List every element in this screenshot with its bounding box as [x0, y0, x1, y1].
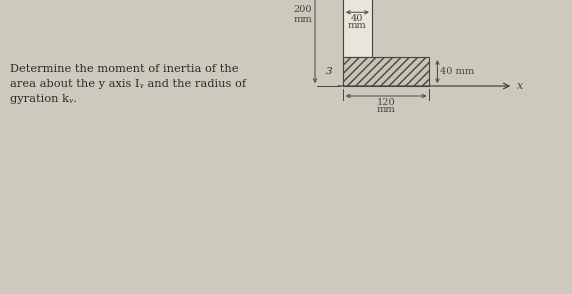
Text: mm: mm — [293, 14, 312, 24]
Text: 200: 200 — [293, 4, 312, 14]
Text: gyration kᵧ.: gyration kᵧ. — [10, 94, 77, 104]
Text: 40: 40 — [351, 14, 364, 23]
Text: area about the y axis Iᵧ and the radius of: area about the y axis Iᵧ and the radius … — [10, 79, 246, 89]
Text: Determine the moment of inertia of the: Determine the moment of inertia of the — [10, 64, 239, 74]
Text: 120: 120 — [377, 98, 395, 107]
Bar — [343, 57, 430, 86]
Bar — [343, 0, 372, 57]
Text: 3: 3 — [325, 67, 332, 76]
Text: x: x — [517, 81, 523, 91]
Text: 40 mm: 40 mm — [440, 67, 475, 76]
Text: mm: mm — [377, 105, 396, 114]
Text: mm: mm — [348, 21, 367, 30]
